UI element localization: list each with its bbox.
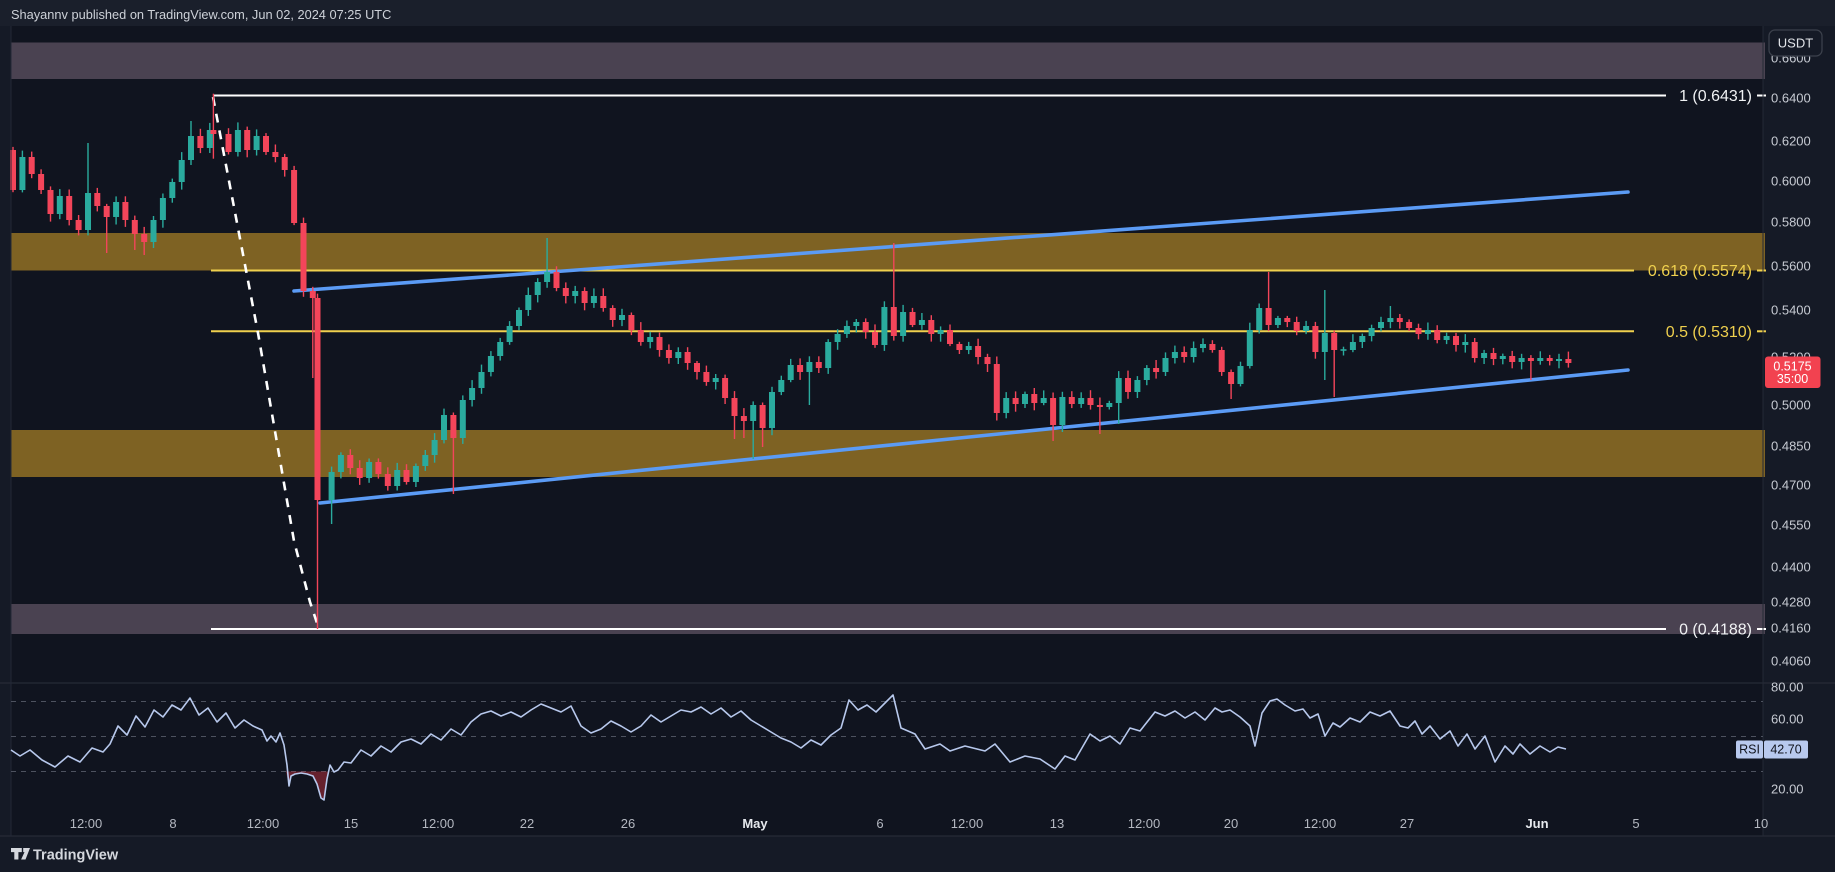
svg-text:0.5 (0.5310): 0.5 (0.5310) <box>1666 324 1752 341</box>
svg-text:5: 5 <box>1632 816 1639 831</box>
svg-text:13: 13 <box>1050 816 1064 831</box>
svg-text:0.4160: 0.4160 <box>1771 621 1811 636</box>
svg-text:TradingView: TradingView <box>33 848 119 864</box>
svg-text:10: 10 <box>1754 816 1768 831</box>
svg-text:0.4400: 0.4400 <box>1771 560 1811 575</box>
svg-text:6: 6 <box>876 816 883 831</box>
svg-text:1 (0.6431): 1 (0.6431) <box>1679 88 1752 105</box>
svg-text:0.5000: 0.5000 <box>1771 398 1811 413</box>
svg-text:0 (0.4188): 0 (0.4188) <box>1679 622 1752 639</box>
svg-text:0.4700: 0.4700 <box>1771 478 1811 493</box>
svg-text:15: 15 <box>344 816 358 831</box>
svg-text:0.6400: 0.6400 <box>1771 91 1811 106</box>
svg-text:Shayannv published on TradingV: Shayannv published on TradingView.com, J… <box>11 7 391 22</box>
svg-text:0.5175: 0.5175 <box>1773 359 1811 373</box>
svg-text:20: 20 <box>1224 816 1238 831</box>
svg-text:60.00: 60.00 <box>1771 712 1804 727</box>
svg-text:12:00: 12:00 <box>70 816 103 831</box>
svg-text:35:00: 35:00 <box>1777 372 1808 386</box>
svg-text:80.00: 80.00 <box>1771 680 1804 695</box>
svg-text:26: 26 <box>621 816 635 831</box>
svg-text:8: 8 <box>169 816 176 831</box>
svg-text:42.70: 42.70 <box>1770 743 1801 757</box>
svg-text:0.4060: 0.4060 <box>1771 654 1811 669</box>
svg-text:0.5600: 0.5600 <box>1771 259 1811 274</box>
svg-text:Jun: Jun <box>1525 816 1548 831</box>
svg-text:0.4550: 0.4550 <box>1771 518 1811 533</box>
svg-text:20.00: 20.00 <box>1771 782 1804 797</box>
svg-text:12:00: 12:00 <box>951 816 984 831</box>
svg-text:USDT: USDT <box>1778 36 1813 51</box>
svg-text:RSI: RSI <box>1739 743 1760 757</box>
svg-text:May: May <box>742 816 768 831</box>
svg-text:12:00: 12:00 <box>1304 816 1337 831</box>
svg-text:12:00: 12:00 <box>422 816 455 831</box>
svg-text:12:00: 12:00 <box>247 816 280 831</box>
svg-text:0.618 (0.5574): 0.618 (0.5574) <box>1648 263 1752 280</box>
svg-text:0.6200: 0.6200 <box>1771 134 1811 149</box>
svg-text:0.5800: 0.5800 <box>1771 215 1811 230</box>
svg-text:22: 22 <box>520 816 534 831</box>
svg-text:0.5400: 0.5400 <box>1771 303 1811 318</box>
svg-text:27: 27 <box>1400 816 1414 831</box>
svg-text:0.4280: 0.4280 <box>1771 595 1811 610</box>
svg-text:0.6000: 0.6000 <box>1771 174 1811 189</box>
svg-text:12:00: 12:00 <box>1128 816 1161 831</box>
svg-text:0.4850: 0.4850 <box>1771 439 1811 454</box>
